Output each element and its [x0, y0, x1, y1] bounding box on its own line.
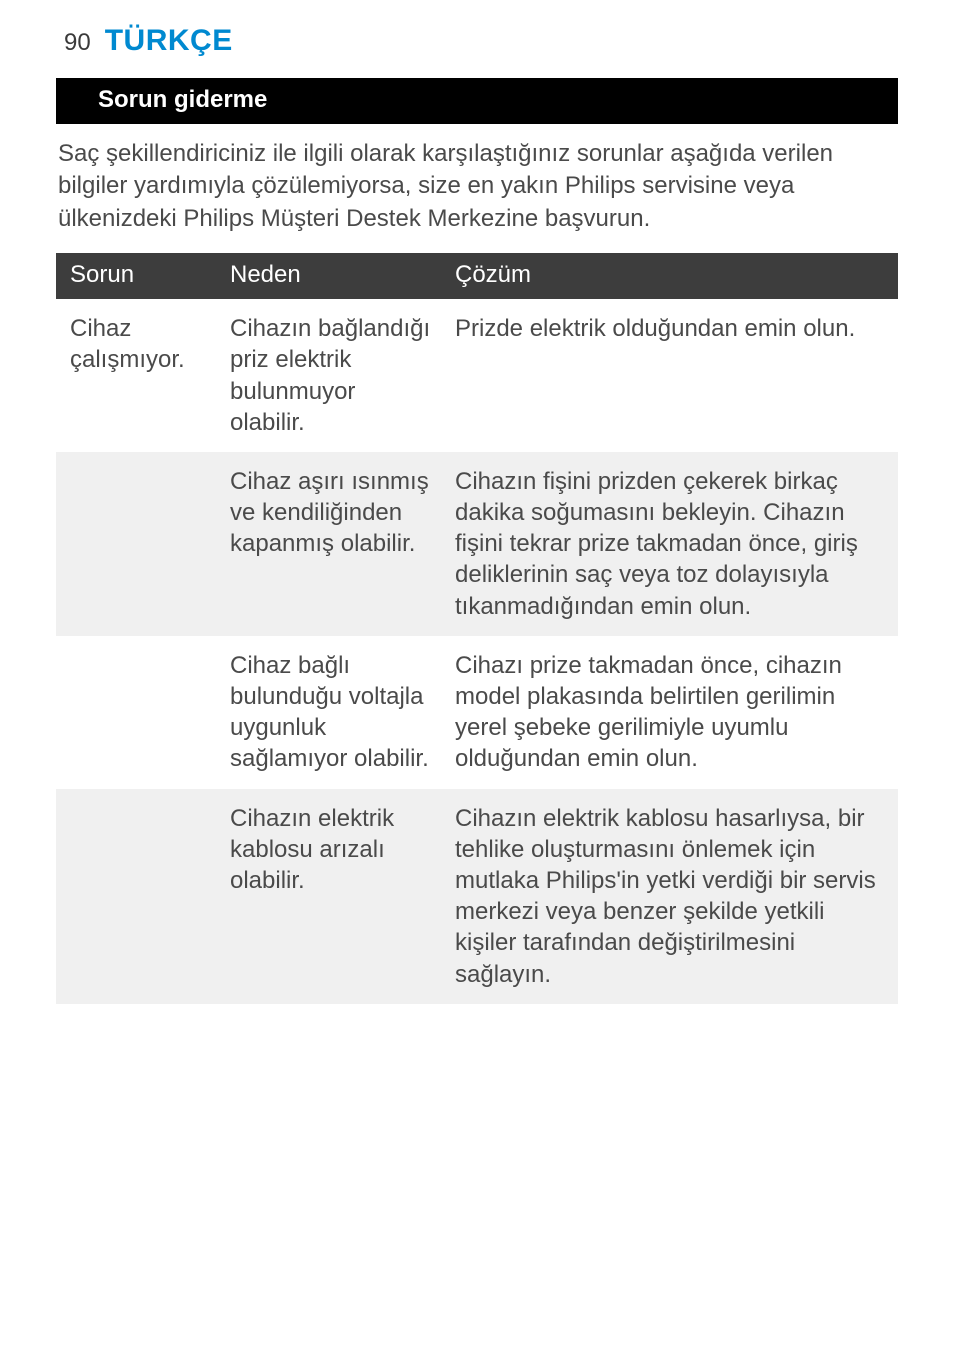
- table-header-row: Sorun Neden Çözüm: [56, 253, 898, 299]
- language-title: TÜRKÇE: [105, 24, 233, 58]
- section-title-bar: Sorun giderme: [56, 78, 898, 124]
- cell-cause: Cihaz bağlı bulunduğu voltajla uygunluk …: [216, 636, 441, 789]
- cell-solution: Cihazı prize takmadan önce, cihazın mode…: [441, 636, 898, 789]
- table-row: Cihaz bağlı bulunduğu voltajla uygunluk …: [56, 636, 898, 789]
- intro-paragraph: Saç şekillendiriciniz ile ilgili olarak …: [56, 138, 898, 235]
- cell-problem: [56, 452, 216, 636]
- col-header-problem: Sorun: [56, 253, 216, 299]
- col-header-solution: Çözüm: [441, 253, 898, 299]
- cell-problem: Cihaz çalışmıyor.: [56, 299, 216, 452]
- section-title: Sorun giderme: [98, 86, 267, 113]
- cell-cause: Cihazın bağlandığı priz elektrik bulunmu…: [216, 299, 441, 452]
- table-row: Cihaz çalışmıyor. Cihazın bağlandığı pri…: [56, 299, 898, 452]
- page-number: 90: [64, 29, 91, 57]
- cell-solution: Cihazın fişini prizden çekerek birkaç da…: [441, 452, 898, 636]
- cell-solution: Prizde elektrik olduğundan emin olun.: [441, 299, 898, 452]
- cell-problem: [56, 789, 216, 1004]
- col-header-cause: Neden: [216, 253, 441, 299]
- cell-solution: Cihazın elektrik kablosu hasarlıysa, bir…: [441, 789, 898, 1004]
- troubleshoot-table: Sorun Neden Çözüm Cihaz çalışmıyor. Ciha…: [56, 253, 898, 1004]
- table-row: Cihazın elektrik kablosu arızalı olabili…: [56, 789, 898, 1004]
- cell-problem: [56, 636, 216, 789]
- table-row: Cihaz aşırı ısınmış ve kendiliğinden kap…: [56, 452, 898, 636]
- cell-cause: Cihazın elektrik kablosu arızalı olabili…: [216, 789, 441, 1004]
- page-header: 90 TÜRKÇE: [56, 24, 898, 58]
- cell-cause: Cihaz aşırı ısınmış ve kendiliğinden kap…: [216, 452, 441, 636]
